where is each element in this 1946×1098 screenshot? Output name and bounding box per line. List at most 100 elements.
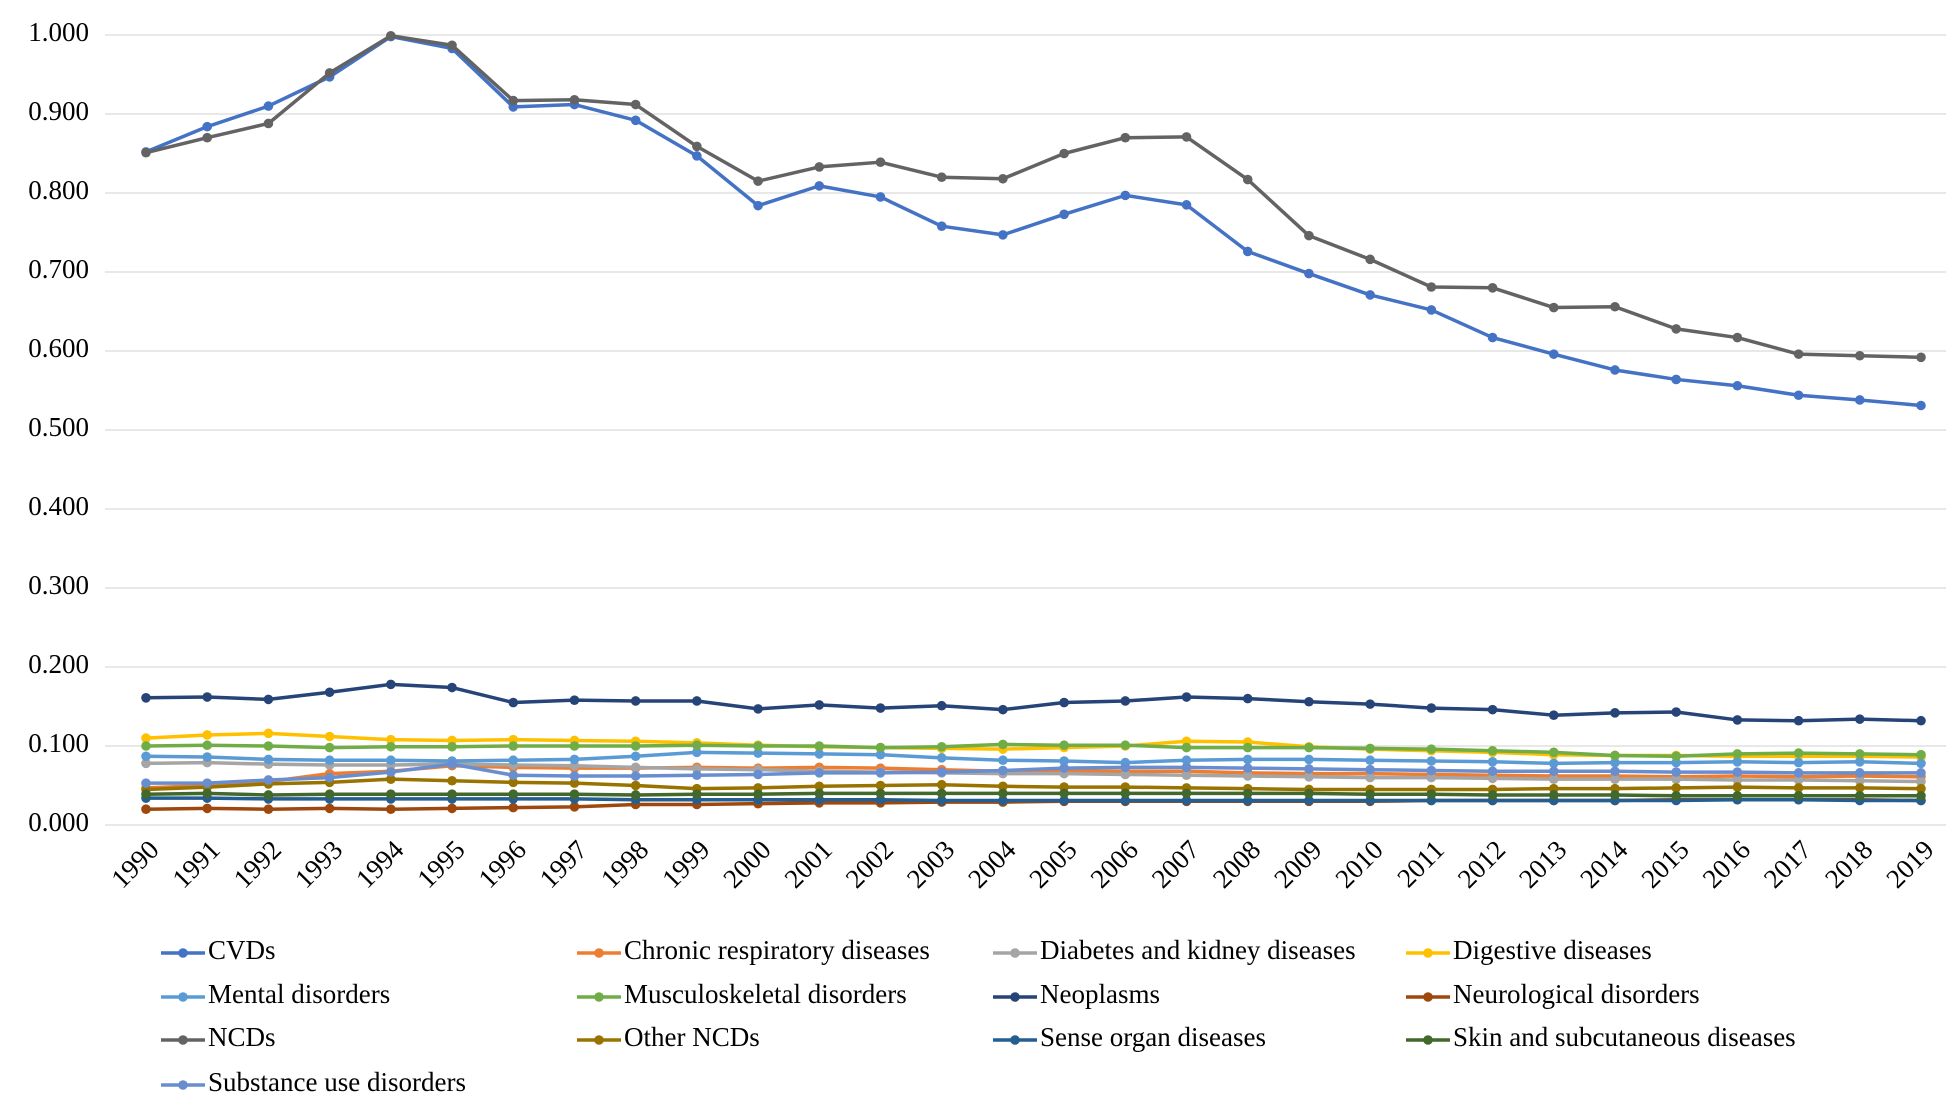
point (936, 788, 947, 799)
point (141, 778, 151, 788)
x-tick-label: 2001 (779, 834, 838, 893)
series (141, 679, 1926, 726)
point (508, 697, 519, 708)
y-tick-label: 0.200 (28, 649, 89, 679)
point (1916, 715, 1926, 726)
point (447, 803, 457, 814)
legend-label: Digestive diseases (1453, 935, 1652, 965)
point (141, 751, 151, 762)
series (141, 739, 1926, 762)
point (1242, 795, 1253, 806)
point (630, 771, 641, 781)
legend-marker (1423, 948, 1433, 958)
point (998, 765, 1008, 776)
point (1610, 365, 1620, 375)
x-tick-label: 2008 (1207, 834, 1266, 893)
point (1671, 324, 1681, 334)
point (1854, 783, 1865, 793)
point (202, 803, 213, 814)
point (1854, 749, 1865, 759)
point (814, 781, 825, 792)
point (263, 694, 274, 705)
x-tick-label: 2007 (1146, 834, 1205, 893)
point (1181, 755, 1192, 766)
point (1671, 790, 1681, 801)
y-tick-label: 0.800 (28, 175, 89, 205)
point (1120, 132, 1131, 143)
point (1181, 762, 1192, 773)
point (324, 755, 335, 766)
point (508, 95, 519, 106)
point (1365, 764, 1375, 775)
point (386, 734, 396, 745)
point (936, 753, 947, 763)
point (1242, 174, 1253, 185)
point (998, 781, 1008, 792)
point (508, 755, 519, 766)
point (753, 789, 763, 799)
series-line (146, 762, 1921, 785)
point (386, 741, 396, 752)
point (202, 740, 213, 751)
series-line (145, 34, 1922, 408)
x-tick-label: 2002 (840, 834, 899, 893)
x-tick-label: 2000 (717, 834, 776, 893)
point (1854, 775, 1865, 786)
legend-marker (1010, 1035, 1020, 1045)
point (324, 772, 335, 783)
point (1304, 754, 1314, 765)
y-tick-label: 0.400 (28, 491, 89, 521)
point (875, 157, 886, 167)
point (508, 741, 519, 751)
point (998, 739, 1008, 750)
legend-marker (1010, 992, 1020, 1002)
legend-marker (178, 1080, 188, 1090)
point (1181, 770, 1192, 781)
point (1304, 230, 1314, 241)
point (1304, 772, 1314, 782)
point (447, 775, 457, 786)
point (1610, 750, 1620, 761)
point (141, 741, 151, 751)
point (386, 679, 396, 690)
legend-marker (594, 992, 604, 1002)
point (1548, 758, 1559, 769)
point (814, 700, 825, 710)
point (630, 790, 641, 800)
point (1916, 400, 1926, 411)
point (1671, 707, 1681, 717)
point (1793, 783, 1804, 793)
point (1059, 795, 1069, 806)
point (386, 755, 396, 766)
x-tick-label: 1997 (534, 834, 593, 893)
point (569, 741, 580, 751)
x-tick-label: 1992 (228, 834, 287, 893)
point (1365, 290, 1375, 300)
x-tick-label: 2011 (1391, 834, 1450, 893)
point (386, 767, 396, 777)
point (936, 741, 947, 752)
point (1242, 763, 1253, 773)
point (1365, 772, 1375, 783)
point (1120, 190, 1131, 201)
legend-label: Sense organ diseases (1040, 1022, 1266, 1052)
point (1487, 790, 1498, 800)
point (508, 777, 519, 788)
point (1671, 774, 1681, 784)
x-tick-label: 2015 (1635, 834, 1694, 893)
point (1059, 756, 1069, 766)
series-line (146, 796, 1921, 803)
x-tick-label: 2017 (1758, 834, 1817, 893)
x-tick-label: 1994 (350, 834, 410, 894)
point (202, 132, 213, 143)
legend-marker (1423, 1035, 1433, 1045)
point (1793, 775, 1804, 785)
point (1793, 768, 1804, 778)
point (875, 749, 886, 760)
x-tick-label: 2004 (962, 834, 1022, 894)
point (936, 700, 947, 711)
point (1487, 757, 1498, 767)
point (202, 778, 213, 788)
point (324, 68, 335, 78)
point (1854, 395, 1865, 405)
